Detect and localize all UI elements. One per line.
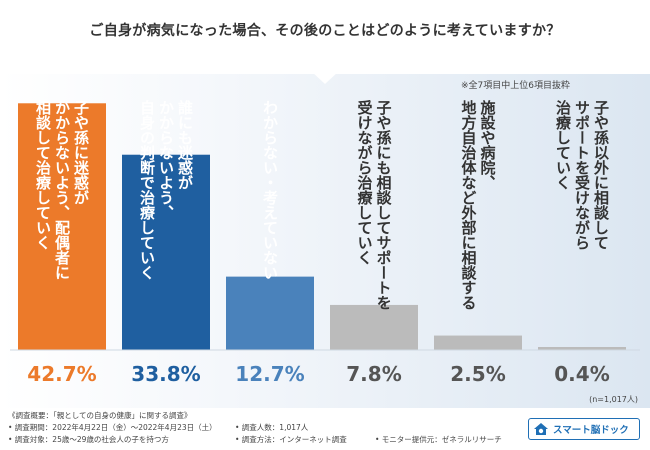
category-label-2-line-1: 誰にも迷惑が bbox=[176, 99, 194, 190]
category-label-3-line-1: わからない・考えていない bbox=[261, 100, 279, 280]
category-label-1-line-1: 子や孫に迷惑が bbox=[72, 100, 90, 205]
category-label-2-line-2: かからないよう、 bbox=[157, 100, 175, 220]
bar-4 bbox=[330, 304, 418, 350]
survey-count: • 調査人数：1,017人 bbox=[235, 423, 309, 432]
category-label-4-line-2: 受けながら治療していく bbox=[356, 99, 374, 265]
brand-logo-text: スマート脳ドック bbox=[553, 425, 629, 436]
survey-provider: • モニター提供元：ゼネラルリサーチ bbox=[375, 435, 502, 444]
bar-1 bbox=[18, 103, 106, 351]
chart-title: ご自身が病気になった場合、その後のことはどのように考えていますか？ bbox=[89, 23, 561, 39]
category-label-6-line-3: 治療していく bbox=[554, 99, 572, 190]
value-label-4: 7.8% bbox=[346, 362, 401, 386]
title-band: ご自身が病気になった場合、その後のことはどのように考えていますか？ bbox=[0, 0, 650, 74]
category-label-6-line-1: 子や孫以外に相談して bbox=[592, 100, 610, 250]
category-label-5-line-1: 施設や病院、 bbox=[479, 99, 497, 190]
value-label-6: 0.4% bbox=[554, 362, 609, 386]
sample-size-label: (n=1,017人) bbox=[589, 395, 638, 404]
category-label-1-line-3: 相談して治療していく bbox=[34, 99, 52, 250]
category-label-5-line-2: 地方自治体など外部に相談する bbox=[460, 99, 478, 310]
category-label-4-line-1: 子や孫にも相談してサポートを bbox=[375, 100, 393, 310]
category-label-1-line-2: かからないよう、配偶者に bbox=[53, 100, 71, 280]
value-label-5: 2.5% bbox=[450, 362, 505, 386]
survey-target: • 調査対象：25歳～29歳の社会人の子を持つ方 bbox=[8, 435, 169, 444]
survey-method: • 調査方法：インターネット調査 bbox=[235, 435, 347, 444]
category-label-6-line-2: サポートを受けながら bbox=[573, 100, 591, 250]
title-pointer bbox=[312, 72, 338, 84]
survey-title: 《調査概要：「親としての自身の健康」に関する調査》 bbox=[8, 411, 192, 420]
bar-5 bbox=[434, 335, 522, 350]
chart-note: ※全7項目中上位6項目抜粋 bbox=[461, 81, 570, 91]
value-label-3: 12.7% bbox=[235, 362, 304, 386]
category-label-3: わからない・考えていない bbox=[261, 100, 279, 280]
value-label-1: 42.7% bbox=[27, 362, 96, 386]
category-label-5: 施設や病院、地方自治体など外部に相談する bbox=[460, 99, 497, 310]
house-icon bbox=[534, 423, 548, 435]
survey-period: • 調査期間：2022年4月22日（金）～2022年4月23日（土） bbox=[8, 423, 217, 432]
bar-2 bbox=[122, 154, 210, 350]
category-label-2-line-3: 自身の判断で治療していく bbox=[138, 99, 156, 280]
bar-3 bbox=[226, 276, 314, 350]
chart-panel bbox=[0, 74, 650, 408]
value-label-2: 33.8% bbox=[131, 362, 200, 386]
brand-logo: スマート脳ドック bbox=[528, 418, 640, 440]
bar-6 bbox=[538, 347, 626, 350]
